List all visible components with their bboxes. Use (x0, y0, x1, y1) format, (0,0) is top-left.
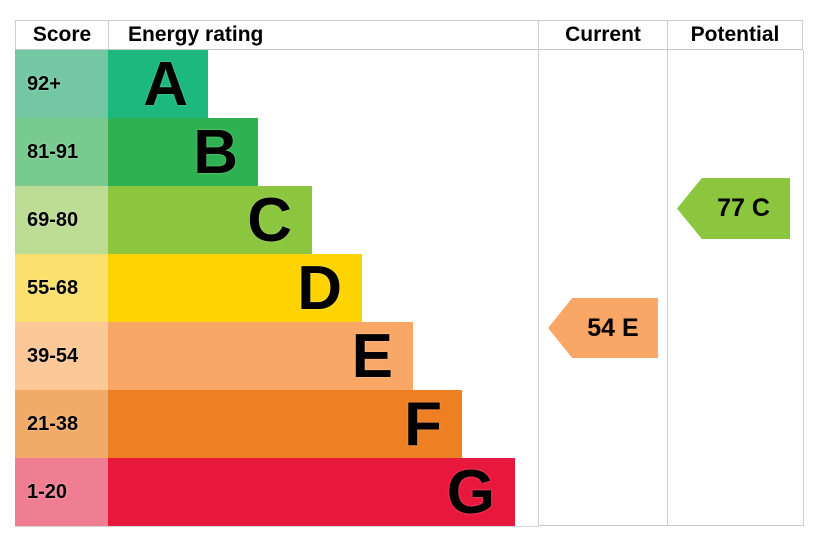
table-header: Score Energy rating Current Potential (15, 20, 803, 50)
rating-bar: D (108, 254, 362, 323)
header-energy-rating: Energy rating (108, 20, 538, 50)
score-cell: 92+ (15, 50, 108, 118)
band-row-d: 55-68 D (15, 254, 538, 323)
band-row-b: 81-91 B (15, 118, 538, 187)
rating-rows: 92+ A 81-91 B 69-80 C 55-68 D 39-54 E 21… (15, 50, 538, 527)
score-cell: 1-20 (15, 458, 108, 526)
rating-bar: C (108, 186, 312, 255)
score-cell: 21-38 (15, 390, 108, 458)
band-row-f: 21-38 F (15, 390, 538, 459)
rating-bar: E (108, 322, 413, 391)
header-potential: Potential (667, 20, 803, 50)
band-row-a: 92+ A (15, 50, 538, 119)
header-current: Current (538, 20, 667, 50)
rating-bar: G (108, 458, 515, 527)
band-row-e: 39-54 E (15, 322, 538, 391)
epc-rating-chart: Score Energy rating Current Potential 92… (15, 20, 804, 527)
current-column (538, 50, 668, 526)
band-row-c: 69-80 C (15, 186, 538, 255)
score-cell: 55-68 (15, 254, 108, 322)
potential-column (667, 50, 804, 526)
rating-bar: F (108, 390, 462, 459)
header-score: Score (15, 20, 108, 50)
band-row-g: 1-20 G (15, 458, 538, 527)
score-cell: 81-91 (15, 118, 108, 186)
rating-bar: B (108, 118, 258, 187)
rating-bar: A (108, 50, 208, 119)
current-rating-arrow: 54 E (548, 298, 658, 358)
score-cell: 39-54 (15, 322, 108, 390)
score-cell: 69-80 (15, 186, 108, 254)
potential-rating-arrow: 77 C (677, 178, 790, 239)
